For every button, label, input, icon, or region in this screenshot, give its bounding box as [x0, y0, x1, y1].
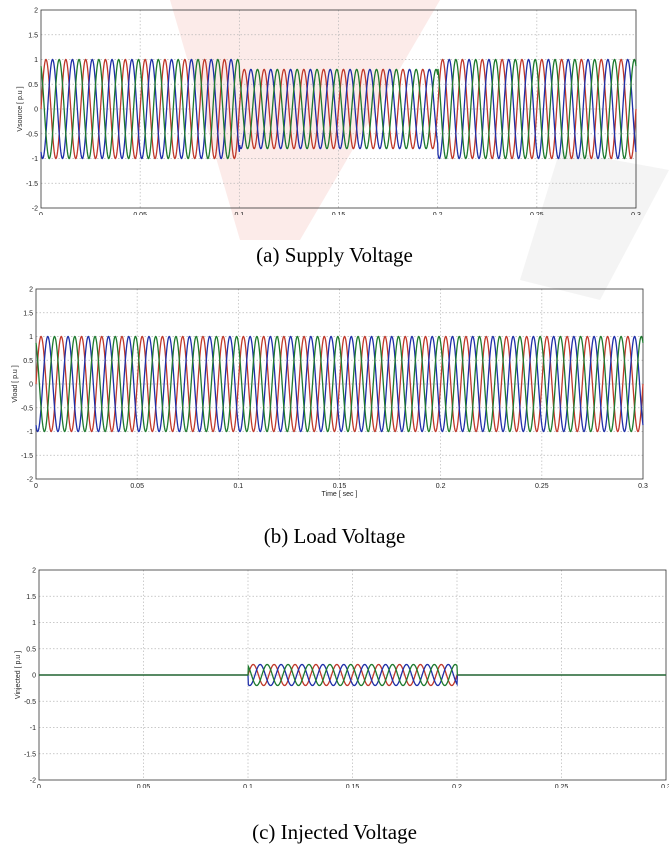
waveform-series-line	[35, 335, 644, 433]
y-tick-label: 1	[34, 57, 38, 64]
y-tick-label: -2	[30, 778, 36, 785]
x-tick-label: 0.2	[452, 784, 462, 788]
y-tick-label: -2	[32, 206, 38, 213]
y-tick-label: 1.5	[26, 594, 36, 601]
y-axis-label: Vinjected [ p.u ]	[15, 651, 22, 699]
y-tick-label: 0.5	[23, 358, 33, 365]
chart-load-voltage: 0 0.05 0.1 0.15 0.2 0.25 0.3 2 1.5 1 0.5 0 -0.5 -1 -1.…	[12, 287, 648, 499]
x-tick-label: 0.25	[555, 784, 569, 788]
waveform-series-line	[35, 335, 644, 433]
chart-injected-voltage: 0 0.05 0.1 0.15 0.2 0.25 0.3 2 1.5 1 0.5 0 -0.5 -1 -1.…	[15, 568, 669, 789]
y-tick-label: 2	[29, 287, 33, 294]
y-tick-label: 1.5	[28, 32, 38, 39]
waveform-series-line	[40, 58, 637, 160]
x-tick-label: 0	[34, 483, 38, 490]
x-tick-label: 0.2	[436, 483, 446, 490]
y-tick-label: -0.5	[24, 699, 36, 706]
waveform-series-line	[39, 663, 666, 687]
x-tick-label: 0.15	[346, 784, 360, 788]
waveform-series-line	[35, 335, 644, 433]
y-tick-label: 2	[32, 568, 36, 575]
x-tick-label: 0.05	[130, 483, 144, 490]
y-tick-label: -1	[27, 429, 33, 436]
y-tick-label: 2	[34, 8, 38, 15]
watermark-swoosh-gray	[520, 150, 669, 300]
y-tick-label: 1	[29, 334, 33, 341]
x-tick-label: 0.15	[332, 212, 346, 215]
caption-injected-voltage: (c) Injected Voltage	[252, 820, 417, 844]
x-tick-label: 0.25	[535, 483, 549, 490]
x-tick-label: 0	[39, 212, 43, 215]
y-tick-label: -1.5	[26, 181, 38, 188]
x-tick-label: 0.3	[631, 212, 641, 215]
x-tick-label: 0.05	[137, 784, 151, 788]
y-tick-label: 0	[34, 107, 38, 114]
y-tick-label: 0	[32, 673, 36, 680]
y-tick-label: 0.5	[26, 646, 36, 653]
y-tick-label: -0.5	[21, 405, 33, 412]
x-axis-label: Time [ sec ]	[322, 491, 358, 498]
x-tick-label: 0.3	[661, 784, 669, 788]
x-tick-label: 0.3	[638, 483, 648, 490]
x-tick-label: 0.25	[530, 212, 544, 215]
y-tick-label: 0	[29, 382, 33, 389]
y-tick-label: 1.5	[23, 310, 33, 317]
x-tick-label: 0.15	[333, 483, 347, 490]
y-axis-label: Vsource [ p.u ]	[17, 86, 24, 131]
y-tick-label: -1	[32, 156, 38, 163]
x-tick-label: 0.1	[234, 212, 244, 215]
waveform-series-line	[40, 58, 637, 160]
x-tick-label: 0.05	[133, 212, 147, 215]
caption-load-voltage: (b) Load Voltage	[263, 524, 406, 548]
x-tick-label: 0.2	[433, 212, 443, 215]
caption-supply-voltage: (a) Supply Voltage	[256, 243, 413, 267]
y-tick-label: 1	[32, 620, 36, 627]
y-tick-label: -0.5	[26, 131, 38, 138]
x-tick-label: 0.1	[233, 483, 243, 490]
y-tick-label: 0.5	[28, 82, 38, 89]
x-tick-label: 0.1	[243, 784, 253, 788]
y-tick-label: -2	[27, 477, 33, 484]
y-tick-label: -1	[30, 725, 36, 732]
y-tick-label: -1.5	[24, 751, 36, 758]
x-tick-label: 0	[37, 784, 41, 788]
waveform-series-line	[40, 58, 637, 160]
y-axis-label: Vload [ p.u ]	[12, 365, 19, 402]
chart-supply-voltage: 0 0.05 0.1 0.15 0.2 0.25 0.3 2 1.5 1 0.5 0 -0.5 -1 -1.…	[17, 8, 641, 216]
y-tick-label: -1.5	[21, 453, 33, 460]
